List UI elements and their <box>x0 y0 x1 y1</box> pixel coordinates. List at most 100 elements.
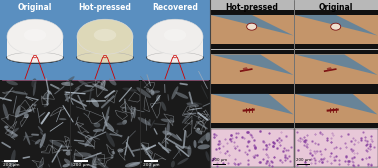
Ellipse shape <box>64 76 74 85</box>
Bar <box>0 0 210 80</box>
Ellipse shape <box>35 139 41 144</box>
Ellipse shape <box>32 106 34 113</box>
Ellipse shape <box>88 155 102 161</box>
Text: Recovered: Recovered <box>152 3 198 12</box>
Bar <box>144 160 158 162</box>
Ellipse shape <box>187 145 191 156</box>
Ellipse shape <box>93 130 98 137</box>
Ellipse shape <box>6 51 64 64</box>
Ellipse shape <box>34 104 37 106</box>
Ellipse shape <box>92 83 108 91</box>
Ellipse shape <box>69 93 73 98</box>
Bar <box>0 80 70 168</box>
Polygon shape <box>77 37 133 58</box>
Ellipse shape <box>89 88 91 105</box>
Text: Hot-pressed: Hot-pressed <box>79 3 132 12</box>
Ellipse shape <box>38 161 43 168</box>
Ellipse shape <box>61 82 74 86</box>
Ellipse shape <box>73 155 78 166</box>
Bar <box>297 164 310 165</box>
Bar <box>210 0 378 168</box>
Ellipse shape <box>44 103 48 107</box>
Ellipse shape <box>200 140 203 143</box>
Ellipse shape <box>81 89 94 93</box>
Polygon shape <box>243 67 249 71</box>
Ellipse shape <box>146 51 204 64</box>
Ellipse shape <box>56 153 62 168</box>
Ellipse shape <box>109 78 116 86</box>
Ellipse shape <box>7 52 63 63</box>
Ellipse shape <box>175 92 188 99</box>
Bar <box>211 129 293 167</box>
Text: Hot-pressed: Hot-pressed <box>226 3 279 12</box>
Ellipse shape <box>166 141 169 144</box>
Ellipse shape <box>125 162 140 167</box>
Ellipse shape <box>78 142 94 147</box>
Text: 200 μm: 200 μm <box>3 163 19 167</box>
Polygon shape <box>294 15 378 36</box>
Ellipse shape <box>164 29 186 41</box>
Ellipse shape <box>167 94 169 101</box>
Bar <box>294 50 378 89</box>
Text: Original: Original <box>18 3 52 12</box>
Ellipse shape <box>195 130 202 135</box>
Polygon shape <box>294 54 378 75</box>
Bar <box>294 129 378 167</box>
Ellipse shape <box>64 93 70 95</box>
Polygon shape <box>211 94 293 114</box>
Ellipse shape <box>6 80 18 85</box>
Ellipse shape <box>64 159 73 167</box>
Ellipse shape <box>65 91 69 102</box>
Ellipse shape <box>39 112 45 117</box>
Ellipse shape <box>90 81 100 90</box>
Ellipse shape <box>85 85 93 87</box>
Ellipse shape <box>60 146 72 148</box>
Ellipse shape <box>59 118 67 120</box>
Ellipse shape <box>116 130 118 133</box>
Ellipse shape <box>12 91 28 95</box>
Ellipse shape <box>7 19 63 54</box>
Ellipse shape <box>189 102 203 105</box>
Ellipse shape <box>92 158 97 168</box>
Ellipse shape <box>24 29 46 41</box>
Ellipse shape <box>15 105 20 118</box>
Ellipse shape <box>112 151 115 154</box>
Ellipse shape <box>43 91 51 100</box>
Ellipse shape <box>171 161 175 167</box>
Text: 200 μm: 200 μm <box>73 163 89 167</box>
Text: 200 μm: 200 μm <box>212 158 227 162</box>
Bar <box>294 15 378 45</box>
Ellipse shape <box>201 84 208 99</box>
Bar <box>4 160 18 162</box>
Text: Original: Original <box>319 3 353 12</box>
Ellipse shape <box>11 134 18 138</box>
Bar <box>211 10 293 49</box>
Ellipse shape <box>162 147 171 151</box>
Bar <box>74 160 88 162</box>
Bar <box>294 94 378 123</box>
Bar <box>294 10 378 49</box>
Ellipse shape <box>161 119 174 123</box>
Ellipse shape <box>247 23 257 30</box>
Ellipse shape <box>148 119 150 125</box>
Ellipse shape <box>117 148 124 153</box>
Ellipse shape <box>197 128 200 130</box>
Ellipse shape <box>76 51 134 64</box>
Polygon shape <box>147 37 203 58</box>
Ellipse shape <box>156 95 160 101</box>
Ellipse shape <box>122 120 127 124</box>
Ellipse shape <box>9 133 15 137</box>
Bar <box>294 54 378 84</box>
Ellipse shape <box>105 106 110 123</box>
Ellipse shape <box>96 161 110 168</box>
Ellipse shape <box>40 133 46 148</box>
Bar <box>213 164 226 165</box>
Ellipse shape <box>25 132 30 145</box>
Polygon shape <box>294 94 378 114</box>
Ellipse shape <box>147 19 203 54</box>
Ellipse shape <box>163 131 171 135</box>
Ellipse shape <box>174 141 181 156</box>
Ellipse shape <box>197 144 210 149</box>
Ellipse shape <box>136 87 151 98</box>
Ellipse shape <box>88 164 99 168</box>
